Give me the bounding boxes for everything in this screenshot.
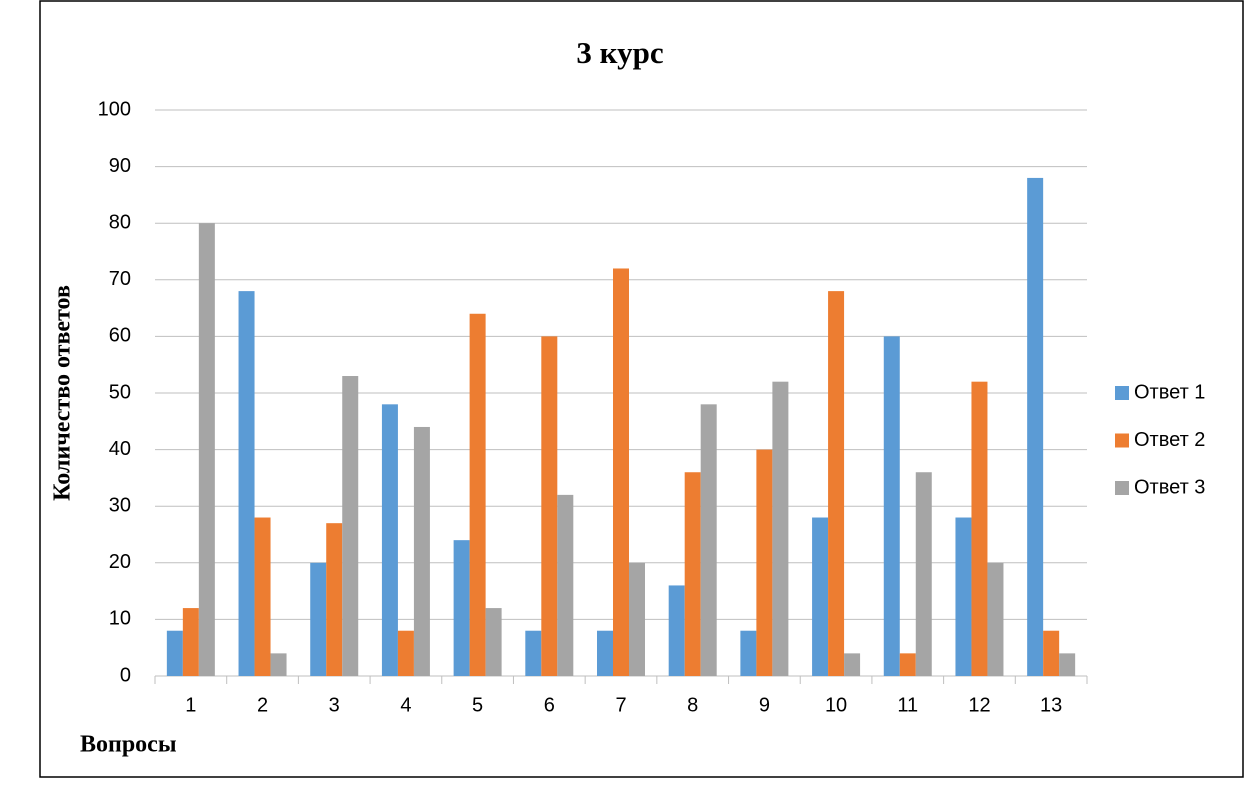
bar (525, 630, 542, 676)
y-tick-label: 40 (109, 438, 131, 460)
x-tick-label: 12 (968, 694, 990, 716)
bar (844, 653, 861, 676)
x-tick-label: 2 (257, 694, 268, 716)
bar (668, 585, 685, 676)
legend-label: Ответ 3 (1134, 476, 1205, 498)
y-axis-label: Количество ответов (50, 285, 76, 501)
bar (987, 562, 1004, 676)
y-tick-label: 10 (109, 608, 131, 630)
bar (700, 404, 717, 676)
bar (597, 630, 613, 676)
y-tick-label: 50 (109, 381, 131, 403)
x-tick-label: 8 (687, 694, 698, 716)
y-tick-label: 30 (109, 494, 131, 516)
bar (812, 517, 829, 676)
bar (1059, 653, 1076, 676)
y-tick-label: 20 (109, 551, 131, 573)
bar (684, 472, 701, 676)
y-tick-label: 60 (109, 325, 131, 347)
y-tick-label: 0 (120, 664, 131, 686)
bar (971, 381, 988, 676)
y-tick-label: 100 (98, 98, 131, 120)
legend-label: Ответ 1 (1134, 381, 1205, 403)
bar (182, 608, 199, 676)
bar (198, 223, 215, 676)
bar (629, 562, 645, 676)
bar (1027, 177, 1044, 677)
legend-swatch (1115, 481, 1129, 495)
bar (166, 630, 183, 676)
bar (557, 494, 574, 676)
bar (828, 291, 845, 676)
bar (1043, 630, 1060, 676)
bar (485, 608, 502, 676)
x-axis-label: Вопросы (80, 732, 177, 758)
bar (915, 472, 932, 676)
bar (541, 336, 558, 676)
bar (397, 630, 414, 676)
x-tick-label: 10 (825, 694, 847, 716)
x-tick-label: 6 (544, 694, 555, 716)
x-tick-label: 5 (472, 694, 483, 716)
legend-swatch (1115, 386, 1129, 400)
x-tick-label: 9 (759, 694, 770, 716)
bar (254, 517, 271, 676)
x-tick-label: 3 (329, 694, 340, 716)
bar (756, 449, 773, 676)
x-tick-label: 11 (897, 694, 918, 716)
bar (270, 653, 287, 676)
bar (238, 291, 255, 676)
legend-label: Ответ 2 (1134, 429, 1205, 451)
legend-swatch (1115, 433, 1129, 448)
y-tick-label: 80 (109, 211, 131, 233)
x-tick-label: 1 (185, 694, 196, 716)
bar (613, 268, 629, 676)
bar (310, 562, 327, 676)
bar (453, 540, 470, 676)
bar (326, 523, 343, 676)
bar (342, 376, 359, 676)
chart-title: 3 курс (576, 35, 663, 70)
bar (883, 336, 900, 676)
bar (469, 313, 486, 676)
x-tick-label: 7 (615, 694, 626, 716)
bar (740, 630, 757, 676)
bar (381, 404, 398, 676)
x-tick-label: 13 (1040, 694, 1062, 716)
bar (413, 426, 430, 676)
bar (955, 517, 972, 676)
x-tick-label: 4 (400, 694, 411, 716)
y-tick-label: 90 (109, 155, 131, 177)
bar (772, 381, 789, 676)
y-tick-label: 70 (109, 268, 131, 290)
bar (899, 653, 916, 676)
